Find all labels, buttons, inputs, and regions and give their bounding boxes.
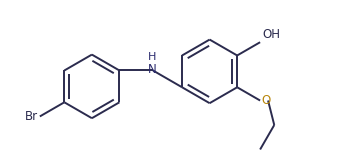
Text: N: N (148, 63, 157, 76)
Text: H: H (148, 52, 156, 62)
Text: O: O (261, 94, 270, 107)
Text: OH: OH (262, 28, 280, 41)
Text: Br: Br (25, 110, 38, 123)
